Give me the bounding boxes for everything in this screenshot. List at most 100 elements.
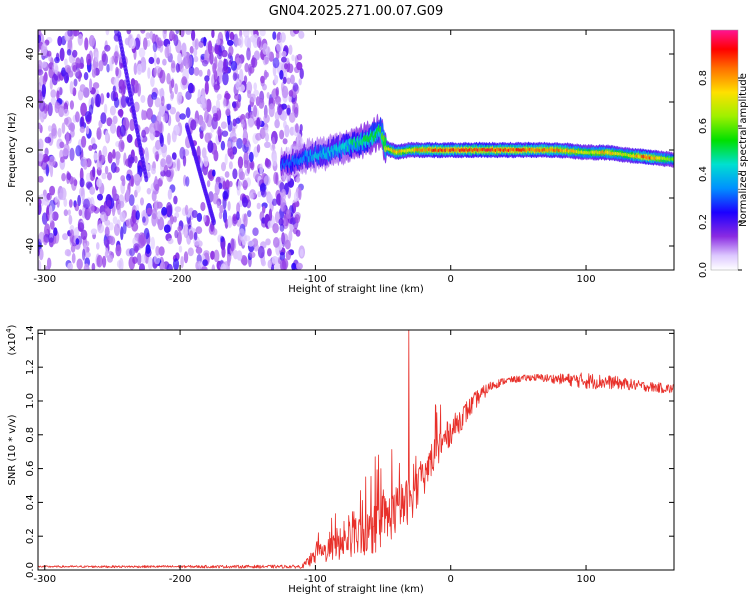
noise-blob (38, 175, 44, 183)
noise-blob (108, 222, 114, 231)
noise-blob (126, 134, 133, 143)
noise-blob (49, 163, 54, 178)
noise-blob (43, 155, 50, 162)
noise-blob (232, 101, 237, 109)
noise-blob (141, 129, 147, 138)
noise-blob (90, 228, 98, 235)
noise-blob (209, 52, 214, 65)
noise-blob (85, 125, 90, 135)
colorbar-ticks: 0.0 0.2 0.4 0.6 0.8 (698, 70, 742, 278)
noise-blob (102, 255, 107, 268)
noise-blob (224, 171, 230, 178)
noise-blob (44, 136, 52, 144)
noise-blob (224, 153, 228, 166)
noise-blob (105, 130, 109, 142)
noise-blob (171, 130, 177, 143)
noise-blob (264, 141, 271, 148)
noise-blob (41, 83, 46, 98)
noise-blob (179, 146, 186, 160)
noise-blob (247, 210, 252, 218)
noise-blob (290, 74, 295, 85)
noise-blob (133, 243, 140, 252)
noise-blob (247, 240, 255, 247)
noise-blob (284, 63, 288, 70)
noise-blob (221, 130, 229, 137)
noise-blob (54, 56, 60, 64)
noise-blob (198, 260, 202, 270)
noise-blob (279, 69, 284, 80)
noise-blob (259, 30, 266, 37)
noise-blob (218, 182, 223, 190)
noise-blob (112, 85, 116, 93)
noise-blob (67, 209, 71, 216)
colorbar-tick-label: 0.0 (698, 262, 709, 278)
noise-blob (281, 56, 287, 63)
noise-blob (191, 210, 198, 218)
noise-blob (299, 68, 304, 80)
noise-blob (177, 52, 183, 65)
noise-blob (47, 125, 52, 132)
colorbar-gradient (711, 30, 738, 270)
noise-blob (158, 246, 165, 256)
noise-blob (91, 143, 98, 150)
noise-blob (96, 178, 102, 188)
noise-blob (281, 50, 287, 57)
noise-blob (134, 37, 141, 50)
noise-blob (208, 132, 213, 139)
noise-blob (140, 254, 147, 264)
noise-blob (50, 97, 57, 106)
noise-blob (279, 223, 285, 232)
noise-blob (58, 105, 65, 118)
noise-blob (279, 129, 285, 140)
noise-blob (148, 56, 155, 65)
noise-blob (272, 223, 279, 234)
noise-blob (91, 63, 97, 72)
noise-blob (86, 172, 91, 182)
noise-blob (145, 244, 151, 255)
noise-blob (52, 62, 59, 73)
noise-blob (100, 211, 107, 223)
noise-blob (177, 225, 182, 232)
noise-blob (42, 74, 47, 86)
noise-blob (259, 183, 267, 192)
noise-blob (112, 216, 118, 225)
noise-blob (276, 39, 283, 54)
noise-blob (101, 50, 107, 63)
noise-blob (109, 105, 116, 116)
noise-blob (255, 96, 260, 107)
noise-blob (147, 256, 153, 270)
noise-blob (140, 30, 146, 34)
noise-blob (90, 97, 94, 110)
noise-blob (120, 95, 128, 108)
noise-blob (170, 91, 175, 100)
noise-blob (151, 208, 158, 220)
noise-blob (77, 194, 81, 207)
noise-blob (267, 193, 273, 204)
noise-blob (187, 247, 194, 257)
noise-blob (185, 176, 190, 187)
noise-blob (63, 143, 70, 156)
noise-blob (240, 254, 248, 265)
spectrogram-ridge (280, 113, 674, 183)
noise-blob (238, 228, 246, 241)
noise-blob (246, 47, 251, 61)
noise-blob (279, 202, 286, 212)
ridge-cell (671, 157, 674, 161)
noise-blob (295, 176, 301, 183)
noise-blob (74, 69, 80, 77)
noise-blob (204, 110, 209, 124)
noise-blob (102, 145, 108, 158)
noise-blob (189, 46, 194, 54)
noise-blob (266, 92, 270, 99)
noise-blob (93, 152, 98, 161)
noise-blob (178, 245, 183, 253)
noise-blob (198, 69, 203, 77)
noise-blob (180, 256, 184, 269)
noise-blob (222, 71, 229, 86)
noise-blob (53, 227, 58, 237)
noise-blob (121, 178, 126, 187)
noise-blob (200, 95, 205, 105)
noise-blob (94, 51, 99, 63)
noise-blob (167, 238, 174, 245)
noise-blob (39, 100, 46, 112)
